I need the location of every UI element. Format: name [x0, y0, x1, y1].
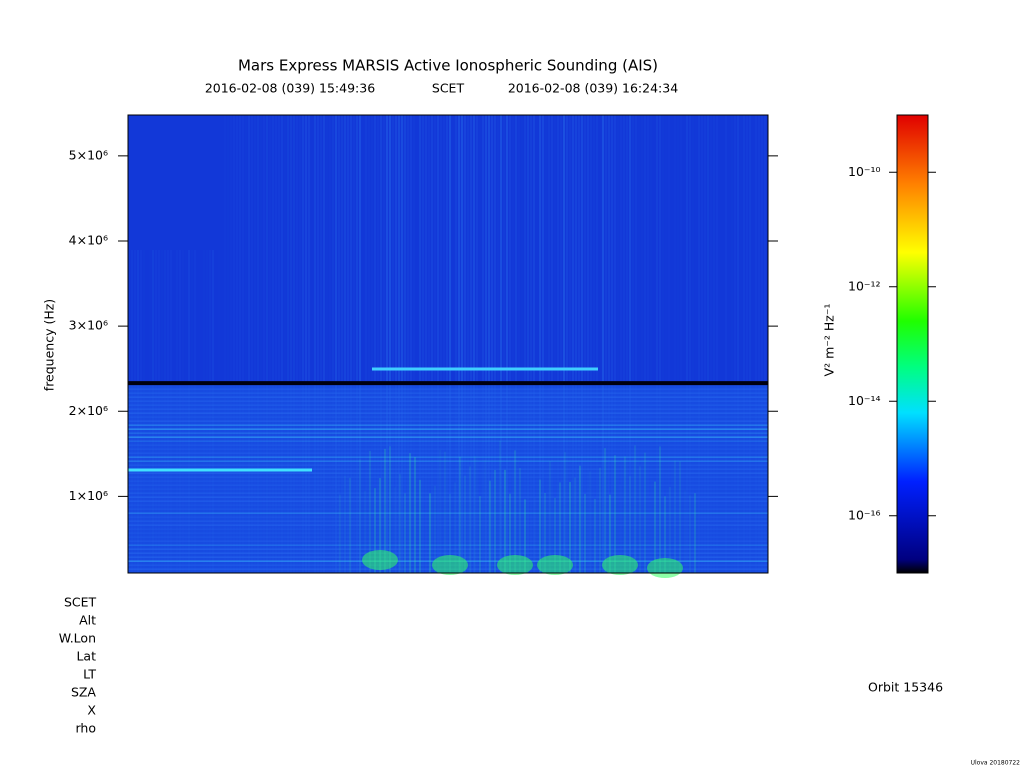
spectrogram-texture	[432, 555, 468, 575]
spectrogram	[128, 115, 768, 578]
spectrogram-texture	[497, 555, 533, 575]
colorbar-label: V² m⁻² Hz⁻¹	[822, 304, 837, 377]
colorbar-tick-label: 10⁻¹⁴	[848, 393, 881, 408]
spectrogram-texture	[602, 555, 638, 575]
ephemeris-row-label: Lat	[76, 649, 96, 664]
ephemeris-row-label: X	[87, 703, 96, 718]
ephemeris-row-label: rho	[76, 721, 97, 736]
end-time: 2016-02-08 (039) 16:24:34	[508, 81, 678, 96]
ephemeris-row-label: SZA	[71, 685, 96, 700]
orbit: Orbit 15346	[868, 680, 943, 695]
chart-title: Mars Express MARSIS Active Ionospheric S…	[238, 57, 658, 75]
y-tick-label: 4×10⁶	[69, 232, 108, 247]
plot-frame	[127, 114, 769, 574]
start-time: 2016-02-08 (039) 15:49:36	[205, 81, 375, 96]
y-axis-label: frequency (Hz)	[42, 299, 57, 391]
spectrogram-texture	[128, 383, 768, 573]
spectrogram-texture	[362, 550, 398, 570]
colorbar	[896, 114, 929, 574]
ephemeris-row-label: W.Lon	[59, 631, 96, 646]
y-tick-label: 3×10⁶	[69, 318, 108, 333]
y-tick-label: 5×10⁶	[69, 147, 108, 162]
colorbar-tick-label: 10⁻¹⁰	[848, 164, 881, 179]
colorbar-tick-label: 10⁻¹²	[848, 278, 881, 293]
time-system: SCET	[432, 81, 465, 96]
ephemeris-time-label: SCET	[64, 595, 97, 610]
footer: Ulova 20180722	[971, 760, 1021, 767]
spectrogram-texture	[537, 555, 573, 575]
y-tick-label: 2×10⁶	[69, 403, 108, 418]
y-tick-label: 1×10⁶	[69, 488, 108, 503]
ephemeris-row-label: Alt	[79, 613, 96, 628]
colorbar-tick-label: 10⁻¹⁶	[848, 507, 881, 522]
ephemeris-row-label: LT	[83, 667, 96, 682]
